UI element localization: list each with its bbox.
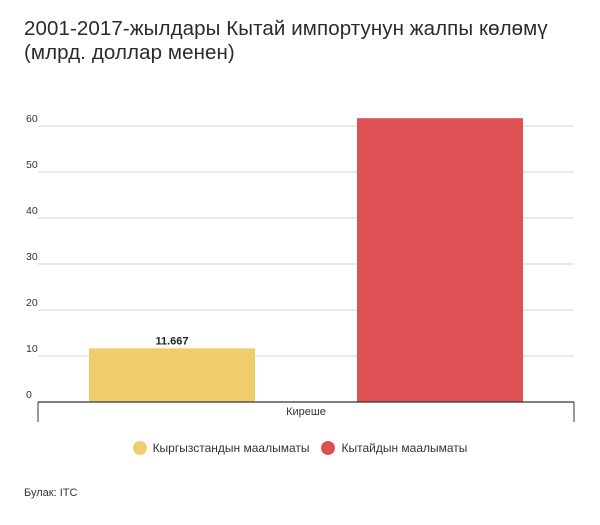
bar-1[interactable] [357,118,523,403]
x-axis: Киреше [37,401,575,422]
bars [89,118,523,403]
y-tick-label: 40 [26,205,38,217]
y-tick-label: 30 [26,251,38,263]
data-label: 11.667 [155,335,188,347]
legend: Кыргызстандын маалыматы Кытайдын маалыма… [0,441,600,455]
legend-label-china: Кытайдын маалыматы [341,441,468,455]
legend-swatch-china [321,441,336,455]
legend-label-kyrgyzstan: Кыргызстандын маалыматы [152,441,310,455]
source-note: Булак: ITC [24,487,78,499]
y-tick-label: 50 [26,159,38,171]
y-tick-label: 0 [26,389,32,401]
x-category-label: Киреше [286,406,326,418]
data-labels: 11.667 [155,335,188,347]
legend-item-kyrgyzstan[interactable]: Кыргызстандын маалыматы [132,441,310,455]
y-tick-label: 60 [26,113,38,125]
legend-item-china[interactable]: Кытайдын маалыматы [321,441,467,455]
y-tick-label: 10 [26,343,38,355]
y-tick-label: 20 [26,297,38,309]
y-axis-ticks: 0 10 20 30 40 50 60 [26,113,38,401]
bar-0[interactable] [89,348,255,402]
chart-title: 2001-2017-жылдары Кытай импортунун жалпы… [24,17,548,64]
legend-swatch-kyrgyzstan [132,441,147,455]
